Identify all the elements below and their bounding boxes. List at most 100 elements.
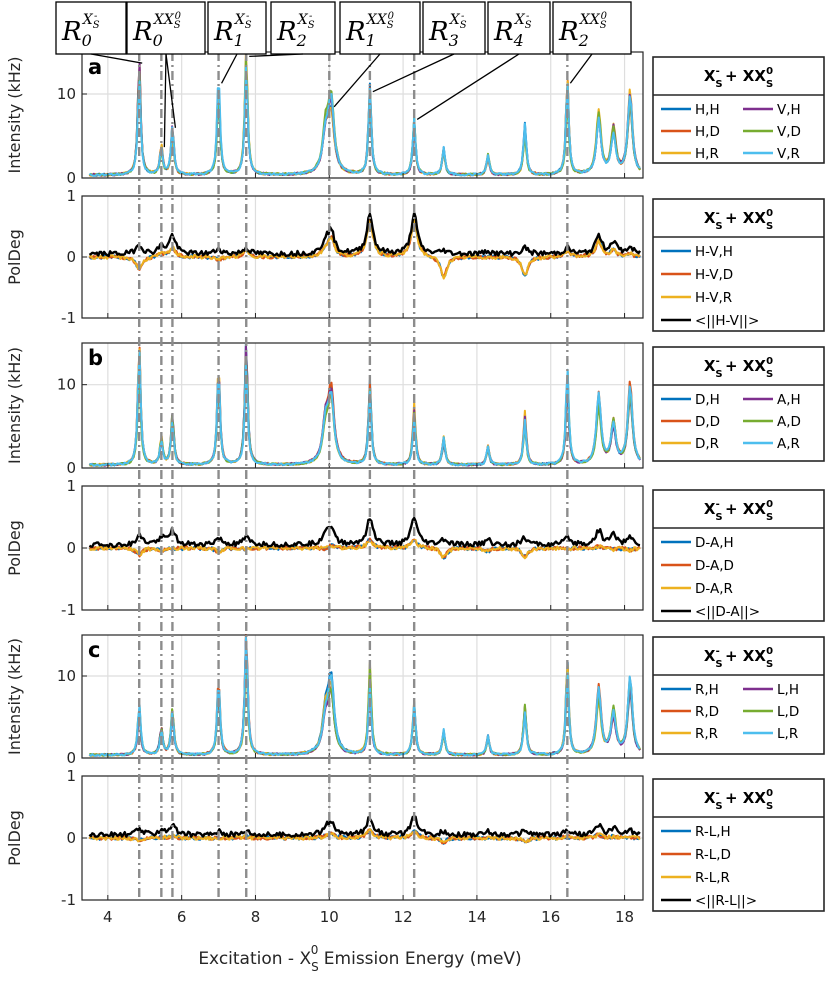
legend-label: <||H-V||> [695, 313, 759, 329]
annotation-leader [416, 53, 520, 120]
axes-frame [81, 634, 644, 759]
legend-label: D,H [695, 392, 720, 408]
y-tick-label: 10 [57, 667, 76, 685]
annotation-box [339, 1, 421, 55]
series-line-V,R [88, 65, 641, 177]
axes-frame [81, 342, 644, 469]
panel-label: b [88, 346, 103, 370]
x-tick-label: 6 [177, 908, 187, 926]
y-axis-label: PolDeg [5, 520, 24, 576]
legend-label: R,H [695, 682, 719, 698]
x-tick-label: 14 [467, 908, 486, 926]
annotation-leader [249, 53, 304, 58]
legend-label: D,R [695, 436, 719, 452]
y-tick-label: 10 [57, 85, 76, 103]
legend-label: L,H [777, 682, 799, 698]
legend-title: XS- + XXS0 [704, 499, 773, 523]
y-tick-label: -1 [61, 891, 76, 909]
y-axis-label: Intensity (kHz) [5, 638, 24, 755]
peak-annotations: R0XS- R0XXS0 R1XS- R2XS- R1XXS0 R3XS- R4XS- R2X… [55, 1, 632, 148]
axes-b-intensity: 0 10 Intensity (kHz) [5, 342, 644, 477]
legend-a-intensity: XS- + XXS0 H,H H,D H,R V,H V,D V,R [652, 56, 825, 164]
annotation-label: R3XS- [428, 11, 467, 50]
legend-label: R-L,D [695, 847, 731, 863]
annotation-box [422, 1, 486, 55]
annotation-leader [569, 53, 593, 84]
legend-box [652, 778, 825, 912]
legend-b-intensity: XS- + XXS0 D,H D,D D,R A,H A,D A,R [652, 346, 825, 462]
y-axis-label: Intensity (kHz) [5, 347, 24, 464]
legend-label: L,R [777, 726, 798, 742]
annotation-label: R2XXS0 [558, 11, 608, 50]
legend-c-poldeg: XS- + XXS0 R-L,H R-L,D R-L,R <||R-L||> [652, 778, 825, 912]
legend-label: H,R [695, 146, 719, 162]
y-axis-label: PolDeg [5, 229, 24, 285]
legend-title: XS- + XXS0 [704, 208, 773, 232]
annotation-box [270, 1, 336, 55]
annotation-leader [333, 53, 381, 108]
axes-b-poldeg: -1 0 1 PolDeg [5, 477, 644, 619]
legend-title: XS- + XXS0 [704, 646, 773, 670]
annotation-label: R4XS- [493, 11, 532, 50]
x-tick-label: 4 [103, 908, 113, 926]
legend-label: A,D [777, 414, 801, 430]
legend-label: D,D [695, 414, 720, 430]
legend-label: R-L,R [695, 870, 730, 886]
annotation-box [487, 1, 551, 55]
legend-label: D-A,H [695, 535, 734, 551]
y-tick-label: 1 [66, 187, 76, 205]
legend-label: A,H [777, 392, 801, 408]
legend-title: XS- + XXS0 [704, 788, 773, 812]
series-line-H,D [88, 64, 641, 177]
legend-label: H-V,R [695, 290, 732, 306]
y-tick-label: 0 [66, 169, 76, 187]
annotation-label: R1XS- [213, 11, 252, 50]
y-tick-label: 1 [66, 477, 76, 495]
y-tick-label: 0 [66, 248, 76, 266]
x-tick-label: 8 [251, 908, 261, 926]
annotation-box [207, 1, 267, 55]
y-axis-label: Intensity (kHz) [5, 57, 24, 174]
legend-label: <||R-L||> [695, 893, 757, 909]
legend-label: H-V,H [695, 244, 733, 260]
annotation-box [55, 1, 127, 55]
panel-label: c [88, 638, 100, 662]
legend-c-intensity: XS- + XXS0 R,H R,D R,R L,H L,D L,R [652, 636, 825, 755]
panel-label: a [88, 55, 102, 79]
axes-c-intensity: 0 10 Intensity (kHz) [5, 634, 644, 767]
y-tick-label: 0 [66, 829, 76, 847]
legend-label: D-A,D [695, 558, 734, 574]
legend-label: R,R [695, 726, 718, 742]
series-line-H,H [88, 63, 641, 177]
annotation-leader [220, 53, 238, 84]
y-tick-label: -1 [61, 601, 76, 619]
legend-box [652, 198, 825, 332]
legend-label: H,D [695, 124, 720, 140]
axes-a-intensity: 0 10 Intensity (kHz) [5, 51, 644, 187]
annotation-label: R1XXS0 [345, 11, 395, 50]
legend-label: H-V,D [695, 267, 733, 283]
series-line-<||R-L||> [88, 815, 641, 839]
annotation-leader [372, 53, 455, 93]
legend-a-poldeg: XS- + XXS0 H-V,H H-V,D H-V,R <||H-V||> [652, 198, 825, 332]
series-line-A,R [89, 351, 641, 467]
y-tick-label: 10 [57, 376, 76, 394]
x-tick-label: 12 [394, 908, 413, 926]
legend-b-poldeg: XS- + XXS0 D-A,H D-A,D D-A,R <||D-A||> [652, 489, 825, 622]
series-line-R-L,R [88, 828, 641, 844]
axes-c-poldeg: -1 0 1 PolDeg [5, 767, 644, 909]
series-line-A,D [89, 356, 641, 467]
y-tick-label: -1 [61, 309, 76, 327]
legend-label: R,D [695, 704, 719, 720]
legend-label: A,R [777, 436, 800, 452]
y-tick-label: 0 [66, 459, 76, 477]
legend-box [652, 489, 825, 622]
x-axis-label: Excitation - XS0 Emission Energy (meV) [198, 943, 521, 974]
series-line-<||D-A||> [88, 516, 641, 549]
legend-label: <||D-A||> [695, 604, 760, 620]
annotation-box [552, 1, 632, 55]
legend-label: V,H [777, 102, 801, 118]
x-tick-label: 16 [541, 908, 560, 926]
reference-lines [138, 52, 569, 900]
